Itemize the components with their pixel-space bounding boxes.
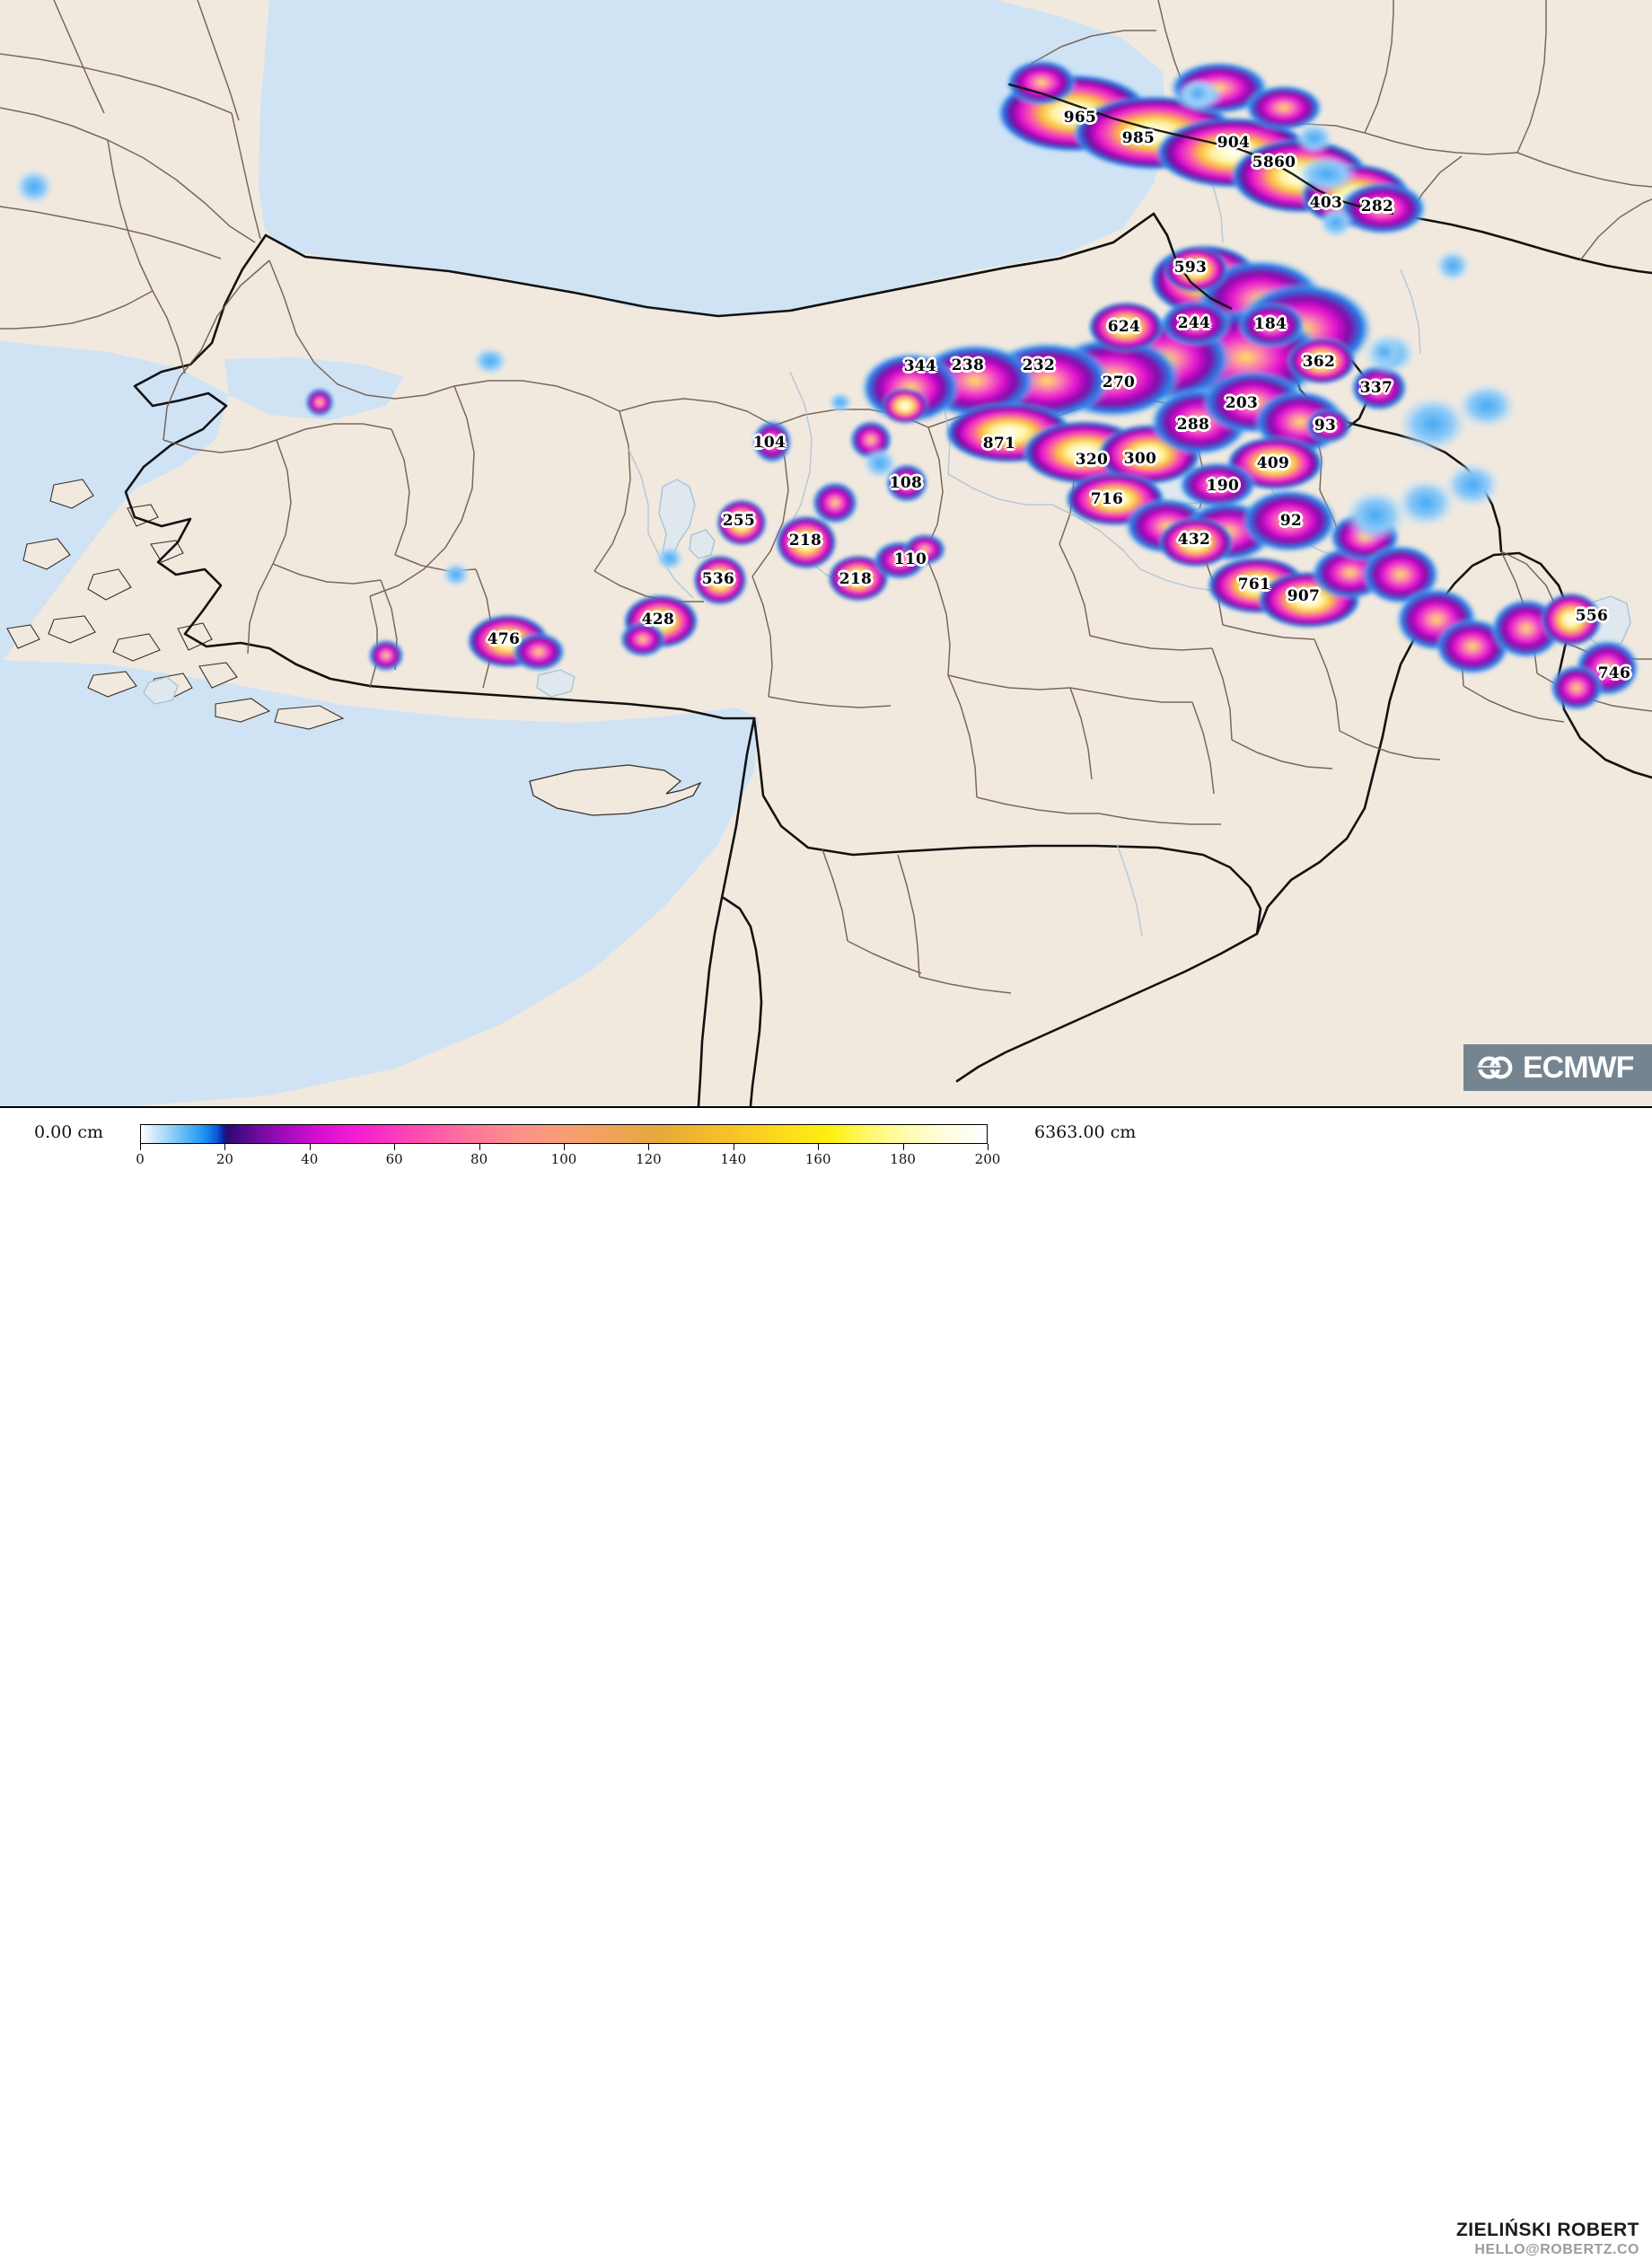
isolated-cells — [14, 79, 1471, 672]
colorbar-tick — [224, 1144, 226, 1150]
colorbar-tick-label: 20 — [215, 1151, 233, 1167]
cyprus — [529, 764, 702, 816]
colorbar-tick-label: 60 — [385, 1151, 403, 1167]
snow-value-label: 190 — [1206, 477, 1240, 495]
colorbar-tick-label: 0 — [136, 1151, 145, 1167]
snow-value-label: 985 — [1121, 129, 1156, 147]
snow-value-label: 255 — [722, 512, 756, 530]
colorbar-tick — [648, 1144, 650, 1150]
snow-depth-field — [14, 59, 1639, 711]
southeast-anatolia — [1343, 332, 1639, 711]
eastern-highlands — [860, 244, 1408, 629]
colorbar-tick-label: 160 — [804, 1151, 831, 1167]
legend-min-value: 0.00 cm — [34, 1122, 104, 1142]
colorbar-container[interactable]: 0 20 40 60 80 100 120 140 160 180 200 — [136, 1124, 1000, 1167]
colorbar-tick — [818, 1144, 820, 1150]
snow-value-label: 556 — [1575, 607, 1609, 625]
weather-map[interactable]: 965 985 904 5860 403 282 593 624 244 184 344 238 232… — [0, 0, 1652, 1106]
snow-value-label: 432 — [1177, 531, 1211, 549]
legend-max-value: 6363.00 cm — [1034, 1122, 1137, 1142]
colorbar-tick — [988, 1144, 989, 1150]
snow-value-label: 337 — [1359, 379, 1393, 397]
colorbar-gradient[interactable] — [140, 1124, 988, 1144]
colorbar-tick — [394, 1144, 396, 1150]
snow-value-label: 965 — [1063, 109, 1097, 127]
snow-value-label: 624 — [1107, 318, 1141, 336]
snow-value-label: 104 — [752, 434, 786, 452]
coastline-overlay — [789, 83, 1394, 312]
snow-value-label: 716 — [1090, 490, 1124, 508]
colorbar-tick-label: 100 — [550, 1151, 577, 1167]
snow-value-label: 282 — [1360, 198, 1394, 215]
snow-value-label: 110 — [893, 550, 927, 568]
taurus-chain — [467, 420, 946, 672]
colorbar-tick-label: 120 — [636, 1151, 662, 1167]
snow-value-label: 108 — [889, 474, 923, 492]
colorbar-tick-label: 80 — [470, 1151, 488, 1167]
colorbar-tick — [902, 1144, 904, 1150]
snow-value-label: 300 — [1123, 450, 1157, 468]
snow-value-label: 93 — [1314, 417, 1337, 435]
snow-value-label: 871 — [982, 435, 1016, 453]
snow-value-label: 904 — [1217, 134, 1251, 152]
attribution: ZIELIŃSKI ROBERT HELLO@ROBERTZ.CO — [1456, 2220, 1639, 2260]
snow-value-label: 203 — [1225, 394, 1259, 412]
snow-value-label: 218 — [839, 570, 873, 588]
snow-value-label: 403 — [1309, 194, 1343, 212]
snow-value-label: 536 — [701, 570, 735, 588]
ecmwf-wordmark: ECMWF — [1523, 1051, 1634, 1085]
snow-value-label: 320 — [1075, 451, 1109, 469]
map-graphics — [0, 0, 1652, 1106]
snow-value-label: 244 — [1177, 314, 1211, 332]
colorbar-tick — [309, 1144, 311, 1150]
snow-value-label: 92 — [1279, 512, 1303, 530]
snow-value-label: 476 — [487, 630, 521, 648]
author-name: ZIELIŃSKI ROBERT — [1455, 2220, 1639, 2240]
ecmwf-mark-icon — [1477, 1056, 1513, 1079]
snow-value-label: 746 — [1597, 664, 1631, 682]
author-email: HELLO@ROBERTZ.CO — [1474, 2242, 1639, 2258]
snow-value-label: 184 — [1253, 315, 1287, 333]
snow-value-label: 232 — [1022, 356, 1056, 374]
colorbar-tick-label: 200 — [974, 1151, 1001, 1167]
snow-value-label: 907 — [1287, 587, 1321, 605]
snow-value-label: 362 — [1302, 353, 1336, 371]
colorbar-tick — [140, 1144, 141, 1150]
snow-value-label: 270 — [1102, 374, 1136, 391]
snow-value-label: 5860 — [1252, 154, 1296, 171]
colorbar-tick-label: 40 — [301, 1151, 319, 1167]
snow-value-label: 288 — [1176, 416, 1210, 434]
colorbar-tick — [479, 1144, 480, 1150]
colorbar-tick — [564, 1144, 565, 1150]
colorbar-tick-label: 140 — [720, 1151, 747, 1167]
snow-value-label: 761 — [1237, 576, 1271, 594]
ecmwf-logo: ECMWF — [1463, 1044, 1652, 1091]
snow-value-label: 238 — [951, 356, 985, 374]
snow-value-label: 218 — [788, 532, 822, 550]
snow-value-label: 593 — [1173, 259, 1208, 277]
snow-value-label: 409 — [1256, 454, 1290, 472]
snow-value-label: 428 — [641, 611, 675, 629]
colorbar-tick-label: 180 — [890, 1151, 916, 1167]
snow-value-label: 344 — [903, 357, 937, 375]
